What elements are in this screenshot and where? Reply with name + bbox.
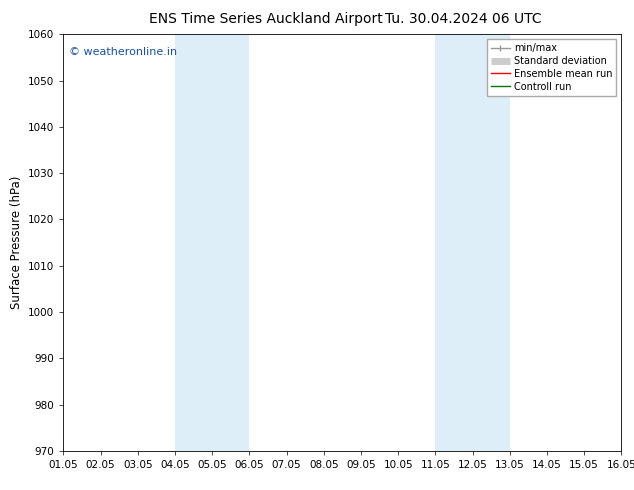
Bar xyxy=(436,34,510,451)
Bar xyxy=(175,34,249,451)
Text: Tu. 30.04.2024 06 UTC: Tu. 30.04.2024 06 UTC xyxy=(384,12,541,26)
Legend: min/max, Standard deviation, Ensemble mean run, Controll run: min/max, Standard deviation, Ensemble me… xyxy=(487,39,616,96)
Text: © weatheronline.in: © weatheronline.in xyxy=(69,47,177,57)
Text: ENS Time Series Auckland Airport: ENS Time Series Auckland Airport xyxy=(150,12,383,26)
Y-axis label: Surface Pressure (hPa): Surface Pressure (hPa) xyxy=(10,176,23,309)
